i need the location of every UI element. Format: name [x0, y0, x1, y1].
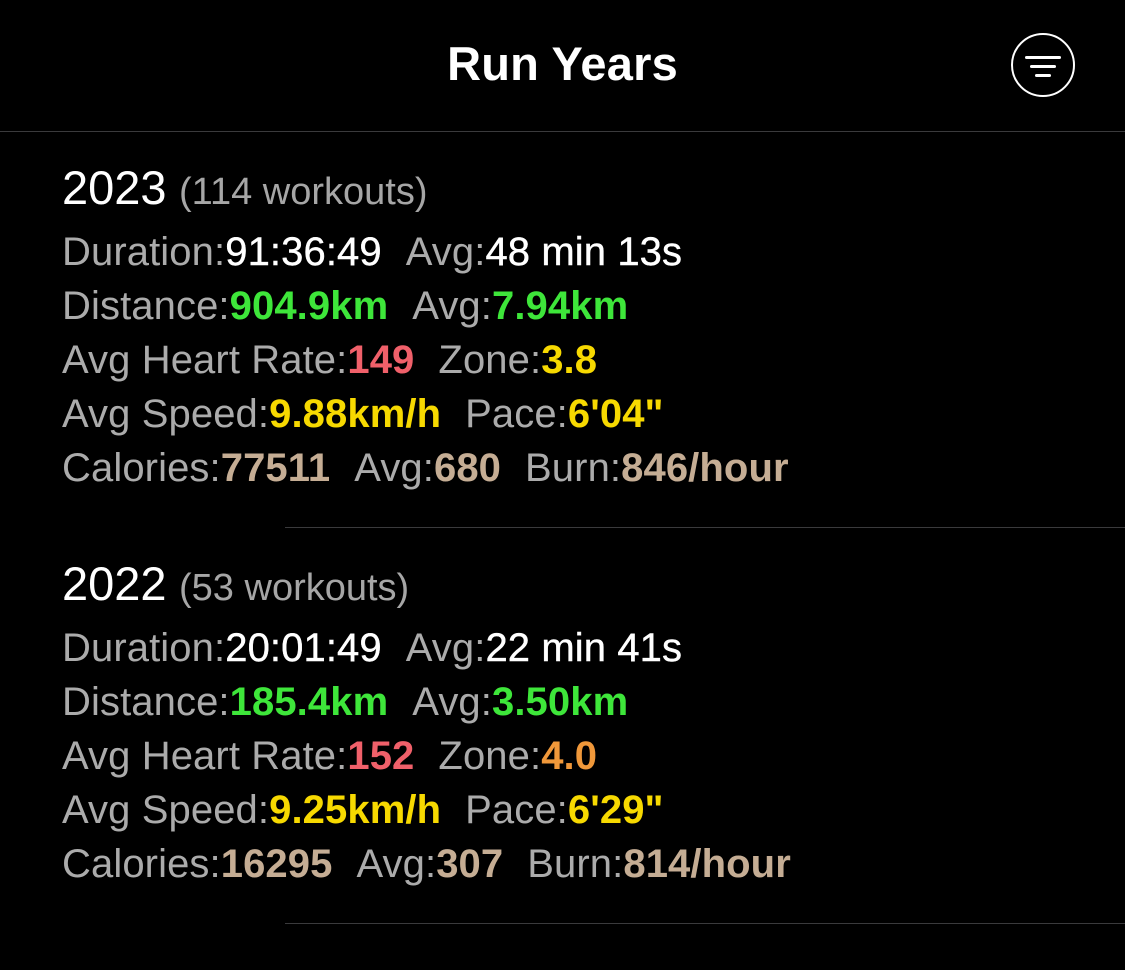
calories-avg-label: Avg:: [356, 842, 437, 886]
year-label: 2022: [62, 557, 167, 610]
navigation-bar: Run Years: [0, 0, 1125, 132]
calories-value: 77511: [220, 446, 331, 490]
filter-line-2: [1030, 65, 1056, 68]
pace-label: Pace:: [465, 392, 568, 436]
duration-row: Duration:91:36:49 Avg:48 min 13s: [62, 230, 682, 275]
pace-value: 6'04": [567, 392, 664, 436]
section-divider: [285, 923, 1125, 924]
burn-value: 846/hour: [621, 446, 789, 490]
workout-count: (53 workouts): [179, 567, 410, 609]
calories-row: Calories:77511 Avg:680 Burn:846/hour: [62, 446, 789, 491]
heart-rate-value: 149: [347, 338, 415, 382]
burn-label: Burn:: [527, 842, 624, 886]
duration-value: 91:36:49: [225, 230, 382, 274]
calories-label: Calories:: [62, 842, 221, 886]
distance-avg-value: 7.94km: [491, 284, 629, 328]
pace-value: 6'29": [567, 788, 664, 832]
distance-avg-label: Avg:: [412, 284, 492, 328]
calories-avg-value: 307: [436, 842, 504, 886]
heart-rate-value: 152: [347, 734, 415, 778]
burn-label: Burn:: [525, 446, 622, 490]
page-title: Run Years: [447, 37, 678, 90]
distance-label: Distance:: [62, 680, 230, 724]
speed-value: 9.88km/h: [269, 392, 442, 436]
heart-rate-label: Avg Heart Rate:: [62, 734, 348, 778]
distance-value: 904.9km: [229, 284, 389, 328]
calories-value: 16295: [220, 842, 333, 886]
calories-avg-value: 680: [433, 446, 502, 490]
year-header: 2023 (114 workouts): [62, 160, 428, 215]
speed-row: Avg Speed:9.88km/h Pace:6'04": [62, 392, 664, 437]
speed-value: 9.25km/h: [269, 788, 442, 832]
pace-label: Pace:: [465, 788, 568, 832]
duration-value: 20:01:49: [225, 626, 382, 670]
speed-label: Avg Speed:: [62, 392, 270, 436]
duration-avg-label: Avg:: [405, 230, 486, 274]
calories-row: Calories:16295 Avg:307 Burn:814/hour: [62, 842, 791, 887]
filter-button[interactable]: [1011, 33, 1075, 97]
distance-avg-label: Avg:: [412, 680, 492, 724]
heart-rate-label: Avg Heart Rate:: [62, 338, 348, 382]
workout-count: (114 workouts): [179, 171, 428, 213]
heart-rate-row: Avg Heart Rate:149 Zone:3.8: [62, 338, 597, 383]
heart-rate-row: Avg Heart Rate:152 Zone:4.0: [62, 734, 597, 779]
zone-label: Zone:: [438, 338, 542, 382]
year-header: 2022 (53 workouts): [62, 556, 409, 611]
distance-avg-value: 3.50km: [491, 680, 629, 724]
section-divider: [285, 527, 1125, 528]
calories-avg-label: Avg:: [354, 446, 434, 490]
filter-line-3: [1035, 74, 1051, 77]
duration-avg-label: Avg:: [405, 626, 486, 670]
duration-avg-value: 48 min 13s: [485, 230, 683, 274]
distance-label: Distance:: [62, 284, 230, 328]
duration-label: Duration:: [62, 230, 226, 274]
distance-row: Distance:185.4km Avg:3.50km: [62, 680, 628, 725]
calories-label: Calories:: [62, 446, 221, 490]
filter-line-1: [1025, 56, 1061, 59]
distance-row: Distance:904.9km Avg:7.94km: [62, 284, 628, 329]
duration-row: Duration:20:01:49 Avg:22 min 41s: [62, 626, 682, 671]
duration-label: Duration:: [62, 626, 226, 670]
speed-label: Avg Speed:: [62, 788, 270, 832]
speed-row: Avg Speed:9.25km/h Pace:6'29": [62, 788, 664, 833]
zone-value: 4.0: [541, 734, 598, 778]
zone-label: Zone:: [438, 734, 542, 778]
year-label: 2023: [62, 161, 167, 214]
burn-value: 814/hour: [623, 842, 791, 886]
distance-value: 185.4km: [229, 680, 389, 724]
zone-value: 3.8: [541, 338, 598, 382]
duration-avg-value: 22 min 41s: [485, 626, 683, 670]
